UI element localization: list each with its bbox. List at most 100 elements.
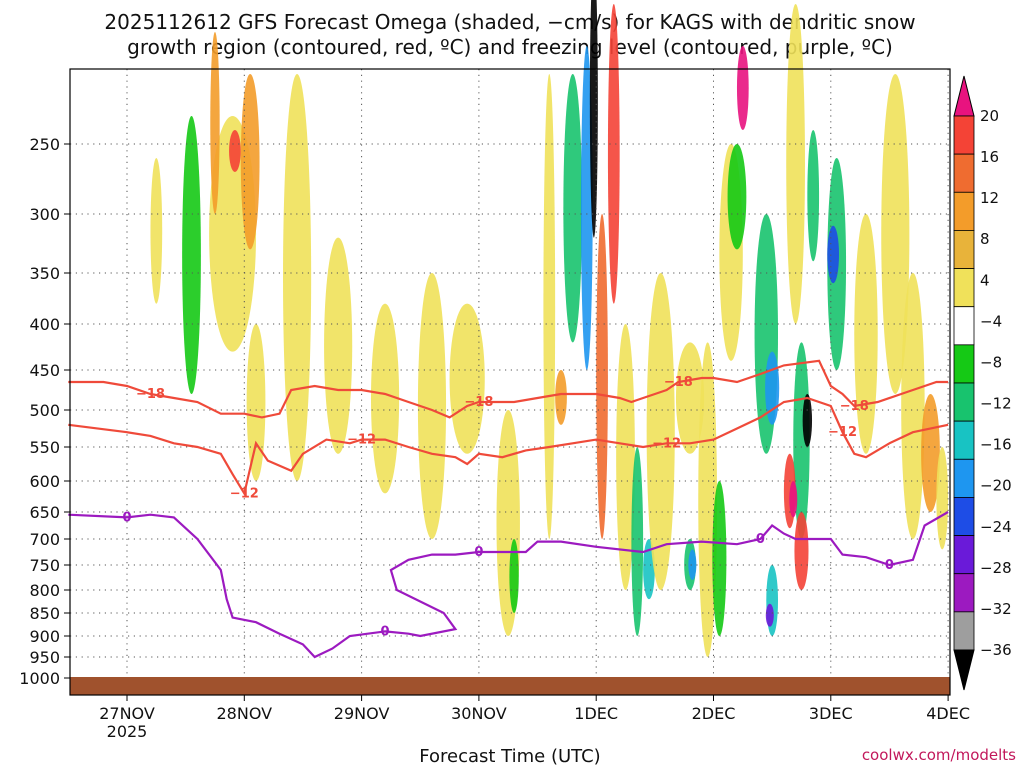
omega-shade-region	[921, 394, 940, 512]
omega-shade-region	[370, 303, 400, 494]
colorbar-swatch	[953, 268, 975, 308]
colorbar-swatch	[953, 382, 975, 422]
x-tick-label: 2DEC	[692, 704, 736, 723]
omega-shade-region	[793, 342, 810, 539]
omega-shade-region	[631, 447, 644, 636]
ground-surface	[70, 677, 950, 695]
omega-shade-region	[509, 539, 519, 613]
omega-shade-region	[449, 303, 485, 454]
omega-shade-region	[210, 32, 220, 214]
omega-shade-region	[616, 324, 635, 590]
colorbar-swatch	[953, 344, 975, 384]
omega-shade-region	[324, 237, 353, 454]
omega-shade-region	[807, 130, 820, 262]
omega-shade-region	[240, 74, 260, 250]
y-tick-label: 750	[29, 556, 60, 575]
colorbar-swatch	[953, 420, 975, 460]
y-tick-label: 850	[29, 604, 60, 623]
y-axis-ticks: 250 300 350 400 450 500 550 600 650 700 750 800 850 9…	[19, 135, 70, 688]
y-tick-label: 450	[29, 361, 60, 380]
colorbar-label: −4	[980, 312, 1002, 330]
chart-title-line2: growth region (contoured, red, ºC) and f…	[127, 35, 893, 59]
y-tick-label: 700	[29, 530, 60, 549]
contour-labels: 0 0 0 0 0 −18 −18 −18 −18 −12 −12 −12 −12	[122, 375, 893, 639]
colorbar-label: 20	[980, 107, 999, 125]
y-tick-label: 300	[29, 205, 60, 224]
colorbar-swatch	[953, 230, 975, 269]
omega-shade-region	[229, 130, 241, 172]
dgz-minus18-contour-label: −18	[136, 387, 165, 402]
omega-shade-region	[901, 273, 925, 539]
freezing-level-contour-label: 0	[885, 558, 894, 573]
freezing-level-contour-label: 0	[474, 545, 483, 560]
colorbar-label: 8	[980, 230, 990, 248]
omega-shade-region	[936, 447, 949, 550]
omega-shade-region	[727, 144, 747, 250]
omega-shade-region	[555, 370, 567, 425]
omega-shade-region	[589, 0, 598, 238]
omega-shade-region	[794, 512, 809, 590]
freezing-level-contour-label: 0	[381, 624, 390, 639]
colorbar-label: −36	[980, 641, 1012, 659]
colorbar-label: −16	[980, 436, 1012, 454]
omega-shade-region	[854, 214, 878, 454]
y-tick-label: 350	[29, 264, 60, 283]
y-tick-label: 550	[29, 438, 60, 457]
x-tick-label: 3DEC	[809, 704, 853, 723]
omega-shade-region	[150, 158, 163, 304]
omega-shade-region	[712, 481, 727, 636]
omega-shading	[150, 0, 949, 657]
x-tick-label: 1DEC	[574, 704, 618, 723]
omega-shade-region	[182, 116, 201, 394]
freezing-level-contour-label: 0	[756, 532, 765, 547]
colorbar-label: −20	[980, 477, 1012, 495]
omega-shade-region	[765, 603, 774, 627]
omega-shade-region	[417, 273, 447, 539]
dgz-minus18-contour-label: −18	[464, 395, 493, 410]
x-tick-label: 28NOV	[217, 704, 273, 723]
omega-shade-region	[789, 481, 798, 518]
colorbar-swatch	[953, 573, 975, 613]
y-tick-label: 1000	[19, 669, 60, 688]
dgz-minus18-contour-label: −18	[840, 399, 869, 414]
colorbar-label: −32	[980, 600, 1012, 618]
omega-shade-region	[827, 225, 840, 284]
dgz-minus18-contour	[68, 359, 949, 419]
x-axis-label: Forecast Time (UTC)	[419, 746, 600, 767]
colorbar-label: −24	[980, 518, 1012, 536]
colorbar-swatch	[953, 497, 975, 536]
colorbar-label: 16	[980, 148, 999, 166]
omega-shade-region	[580, 46, 593, 370]
colorbar-swatch	[953, 611, 975, 651]
omega-shade-region	[283, 74, 312, 481]
omega-shade-region	[563, 74, 583, 343]
dgz-minus12-contour-label: −12	[828, 425, 857, 440]
omega-shade-region	[246, 324, 266, 481]
dgz-minus12-contour-label: −12	[347, 433, 376, 448]
x-tick-label: 29NOV	[334, 704, 390, 723]
y-tick-label: 600	[29, 472, 60, 491]
dgz-minus18-contour-label: −18	[664, 375, 693, 390]
chart-title-line1: 2025112612 GFS Forecast Omega (shaded, −…	[104, 10, 915, 34]
colorbar-label: −8	[980, 353, 1002, 371]
x-tick-sublabel: 2025	[107, 722, 148, 741]
dgz-minus12-contour-label: −12	[230, 486, 259, 501]
y-tick-label: 650	[29, 503, 60, 522]
colorbar-label: 4	[980, 271, 990, 289]
contour-lines	[68, 359, 949, 659]
omega-shade-region	[688, 549, 697, 580]
x-tick-label: 27NOV	[99, 704, 155, 723]
y-tick-label: 800	[29, 581, 60, 600]
colorbar-label: 12	[980, 189, 999, 207]
colorbar-swatch	[953, 153, 975, 193]
omega-shade-region	[543, 74, 556, 539]
omega-shade-region	[596, 214, 608, 539]
dgz-minus12-contour	[68, 396, 949, 497]
freezing-level-contour-label: 0	[122, 510, 131, 525]
colorbar-label: −12	[980, 395, 1012, 413]
colorbar-swatch	[953, 649, 975, 691]
x-tick-label: 4DEC	[926, 704, 970, 723]
omega-shade-region	[698, 342, 718, 657]
